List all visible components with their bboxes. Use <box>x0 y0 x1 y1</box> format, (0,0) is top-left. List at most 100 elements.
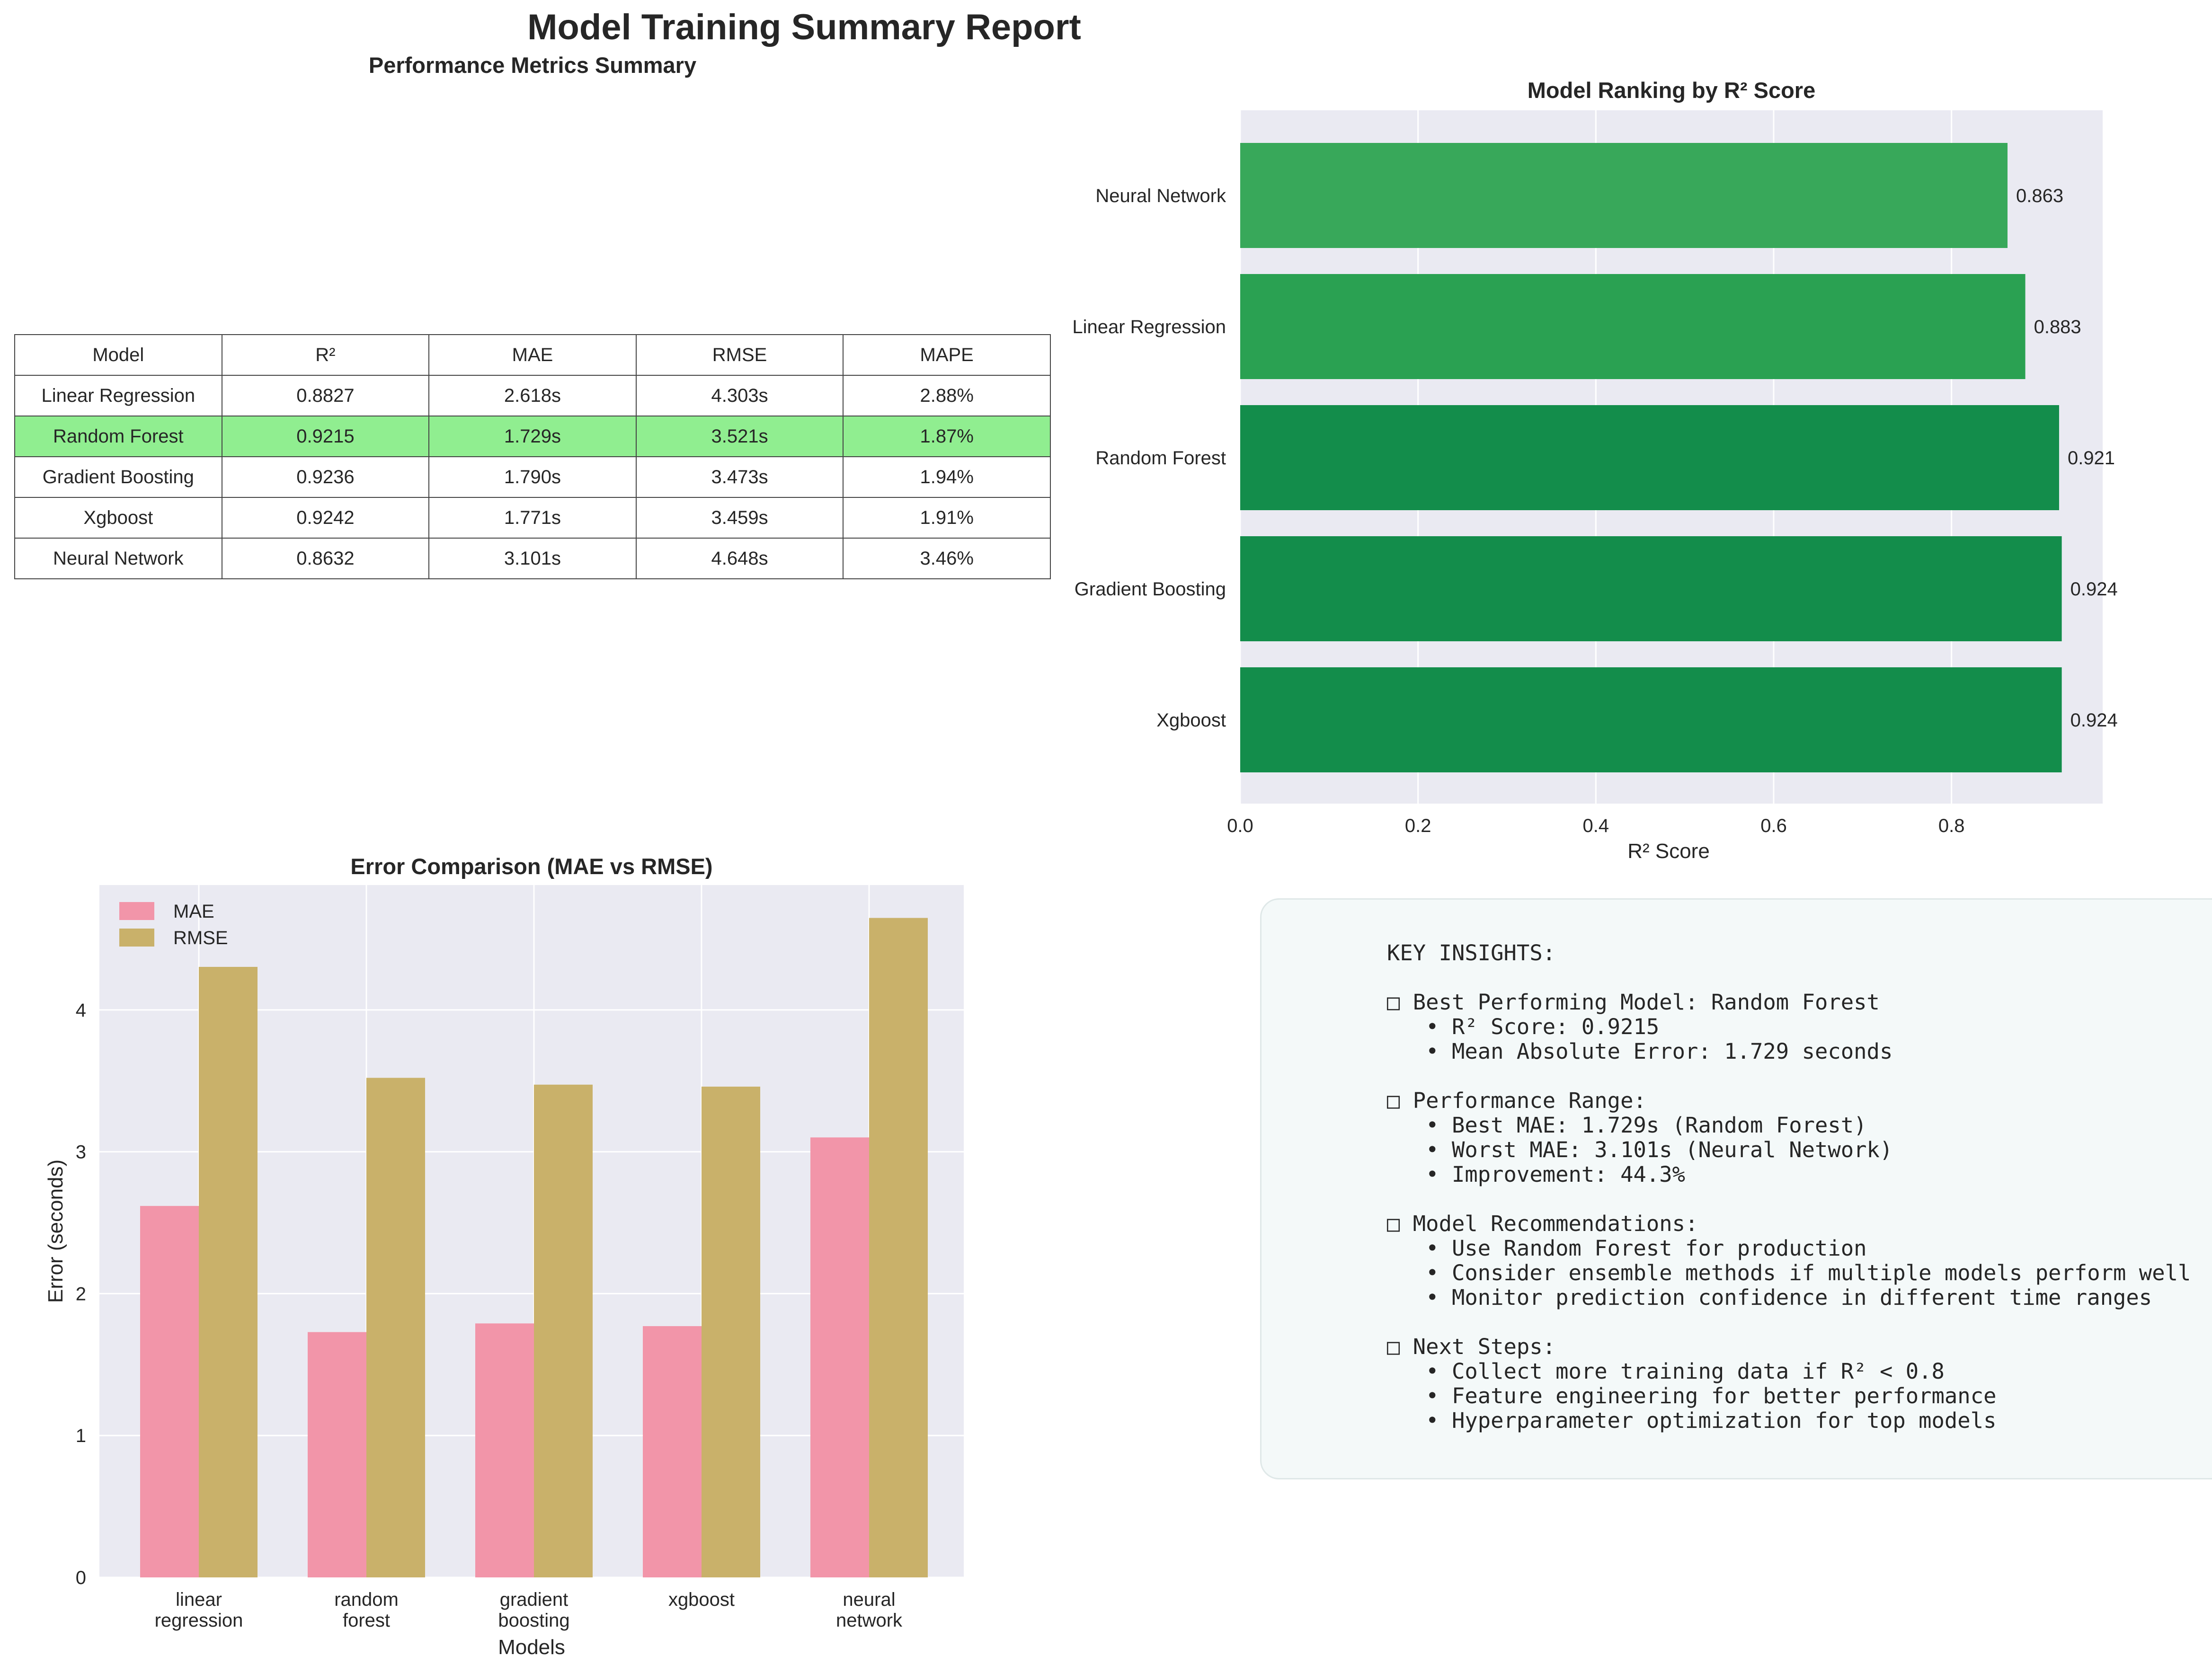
insight-line: • Improvement: 44.3% <box>1387 1162 1686 1187</box>
table-header-cell: MAE <box>428 334 637 376</box>
bar <box>810 1137 869 1577</box>
table-cell: 2.618s <box>428 375 637 416</box>
ranking-chart-title: Model Ranking by R² Score <box>1527 78 1816 103</box>
table-cell: 4.648s <box>635 538 844 579</box>
metrics-table: Model R² MAE RMSE MAPE Linear Regression 0.88… <box>14 334 1051 579</box>
insight-line: • Use Random Forest for production <box>1387 1236 1867 1261</box>
y-tick-label: Linear Regression <box>1072 317 1226 337</box>
y-tick-label: 4 <box>76 1000 86 1021</box>
insight-line <box>1387 1064 2191 1089</box>
bar <box>140 1206 199 1577</box>
table-row: Linear Regression 0.8827 2.618s 4.303s 2.88% <box>14 375 1051 416</box>
table-row: Gradient Boosting 0.9236 1.790s 3.473s 1.94% <box>14 456 1051 498</box>
table-cell: Random Forest <box>14 416 222 457</box>
table-cell: Xgboost <box>14 497 222 539</box>
y-tick-label: Neural Network <box>1095 186 1226 206</box>
table-header-cell: RMSE <box>635 334 844 376</box>
bar <box>702 1087 760 1577</box>
data-label: 0.924 <box>2070 579 2118 600</box>
x-axis-label: Models <box>498 1636 565 1659</box>
bar <box>869 918 928 1577</box>
table-cell: 3.46% <box>843 538 1051 579</box>
insight-line <box>1387 1310 2191 1335</box>
legend-label: RMSE <box>173 928 228 948</box>
table-cell: 3.473s <box>635 456 844 498</box>
y-tick-label: Gradient Boosting <box>1075 579 1226 600</box>
table-cell: 0.8827 <box>221 375 430 416</box>
data-label: 0.883 <box>2034 317 2081 337</box>
table-header-row: Model R² MAE RMSE MAPE <box>14 334 1051 376</box>
insight-line: • Feature engineering for better perform… <box>1387 1383 1997 1408</box>
y-tick-label: Xgboost <box>1156 710 1226 731</box>
table-row: Xgboost 0.9242 1.771s 3.459s 1.91% <box>14 497 1051 539</box>
table-row: Random Forest 0.9215 1.729s 3.521s 1.87% <box>14 416 1051 457</box>
table-cell: Neural Network <box>14 538 222 579</box>
insight-line: • Best MAE: 1.729s (Random Forest) <box>1387 1113 1867 1138</box>
x-tick-label: neural <box>843 1589 895 1610</box>
table-title: Performance Metrics Summary <box>368 53 697 78</box>
table-cell: 0.9236 <box>221 456 430 498</box>
table-cell: Gradient Boosting <box>14 456 222 498</box>
legend-label: MAE <box>173 901 214 922</box>
insight-line <box>1387 1187 2191 1212</box>
insight-line: • Collect more training data if R² < 0.8 <box>1387 1359 1945 1384</box>
x-tick-label: 0.0 <box>1227 815 1253 836</box>
table-cell: 1.729s <box>428 416 637 457</box>
bar <box>1240 667 2062 772</box>
x-axis-label: R² Score <box>1627 840 1710 863</box>
insight-line: □ Model Recommendations: <box>1387 1211 1698 1236</box>
x-tick-label: 0.2 <box>1405 815 1431 836</box>
table-cell: 4.303s <box>635 375 844 416</box>
insight-line: • Consider ensemble methods if multiple … <box>1387 1260 2191 1285</box>
bar <box>534 1084 593 1577</box>
bar <box>1240 274 2025 379</box>
table-cell: Linear Regression <box>14 375 222 416</box>
x-tick-label: regression <box>155 1610 243 1631</box>
table-header-cell: MAPE <box>843 334 1051 376</box>
insight-line: □ Performance Range: <box>1387 1088 1646 1113</box>
x-tick-label: forest <box>343 1610 390 1631</box>
y-tick-label: Random Forest <box>1095 448 1226 469</box>
x-tick-label: linear <box>176 1589 222 1610</box>
table-cell: 3.521s <box>635 416 844 457</box>
table-cell: 1.94% <box>843 456 1051 498</box>
x-tick-label: random <box>334 1589 399 1610</box>
table-header-cell: R² <box>221 334 430 376</box>
y-tick-label: 1 <box>76 1425 86 1446</box>
insights-text: KEY INSIGHTS: □ Best Performing Model: R… <box>1387 941 2191 1433</box>
data-label: 0.924 <box>2070 710 2118 731</box>
x-tick-label: 0.6 <box>1760 815 1787 836</box>
report-title: Model Training Summary Report <box>527 7 1081 47</box>
bar <box>308 1332 366 1577</box>
bar <box>1240 536 2062 641</box>
bar <box>643 1326 702 1577</box>
x-tick-label: boosting <box>498 1610 569 1631</box>
table-row: Neural Network 0.8632 3.101s 4.648s 3.46% <box>14 538 1051 579</box>
table-cell: 0.9242 <box>221 497 430 539</box>
table-cell: 0.8632 <box>221 538 430 579</box>
y-tick-label: 2 <box>76 1284 86 1304</box>
x-tick-label: gradient <box>500 1589 569 1610</box>
insights-box <box>1260 898 2212 1479</box>
bar <box>199 966 258 1577</box>
insight-line: • Hyperparameter optimization for top mo… <box>1387 1408 1997 1433</box>
insight-line: • R² Score: 0.9215 <box>1387 1014 1660 1039</box>
table-cell: 1.790s <box>428 456 637 498</box>
x-tick-label: 0.4 <box>1583 815 1609 836</box>
table-header-cell: Model <box>14 334 222 376</box>
table-cell: 0.9215 <box>221 416 430 457</box>
y-axis-label: Error (seconds) <box>44 1160 67 1303</box>
bar <box>366 1078 425 1577</box>
data-label: 0.921 <box>2068 448 2115 469</box>
insight-line: • Monitor prediction confidence in diffe… <box>1387 1285 2152 1310</box>
x-tick-label: xgboost <box>668 1589 735 1610</box>
table-cell: 1.87% <box>843 416 1051 457</box>
bar <box>1240 405 2059 510</box>
table-cell: 1.771s <box>428 497 637 539</box>
data-label: 0.863 <box>2016 186 2063 206</box>
y-tick-label: 3 <box>76 1142 86 1163</box>
x-tick-label: network <box>836 1610 903 1631</box>
bar <box>475 1323 534 1577</box>
